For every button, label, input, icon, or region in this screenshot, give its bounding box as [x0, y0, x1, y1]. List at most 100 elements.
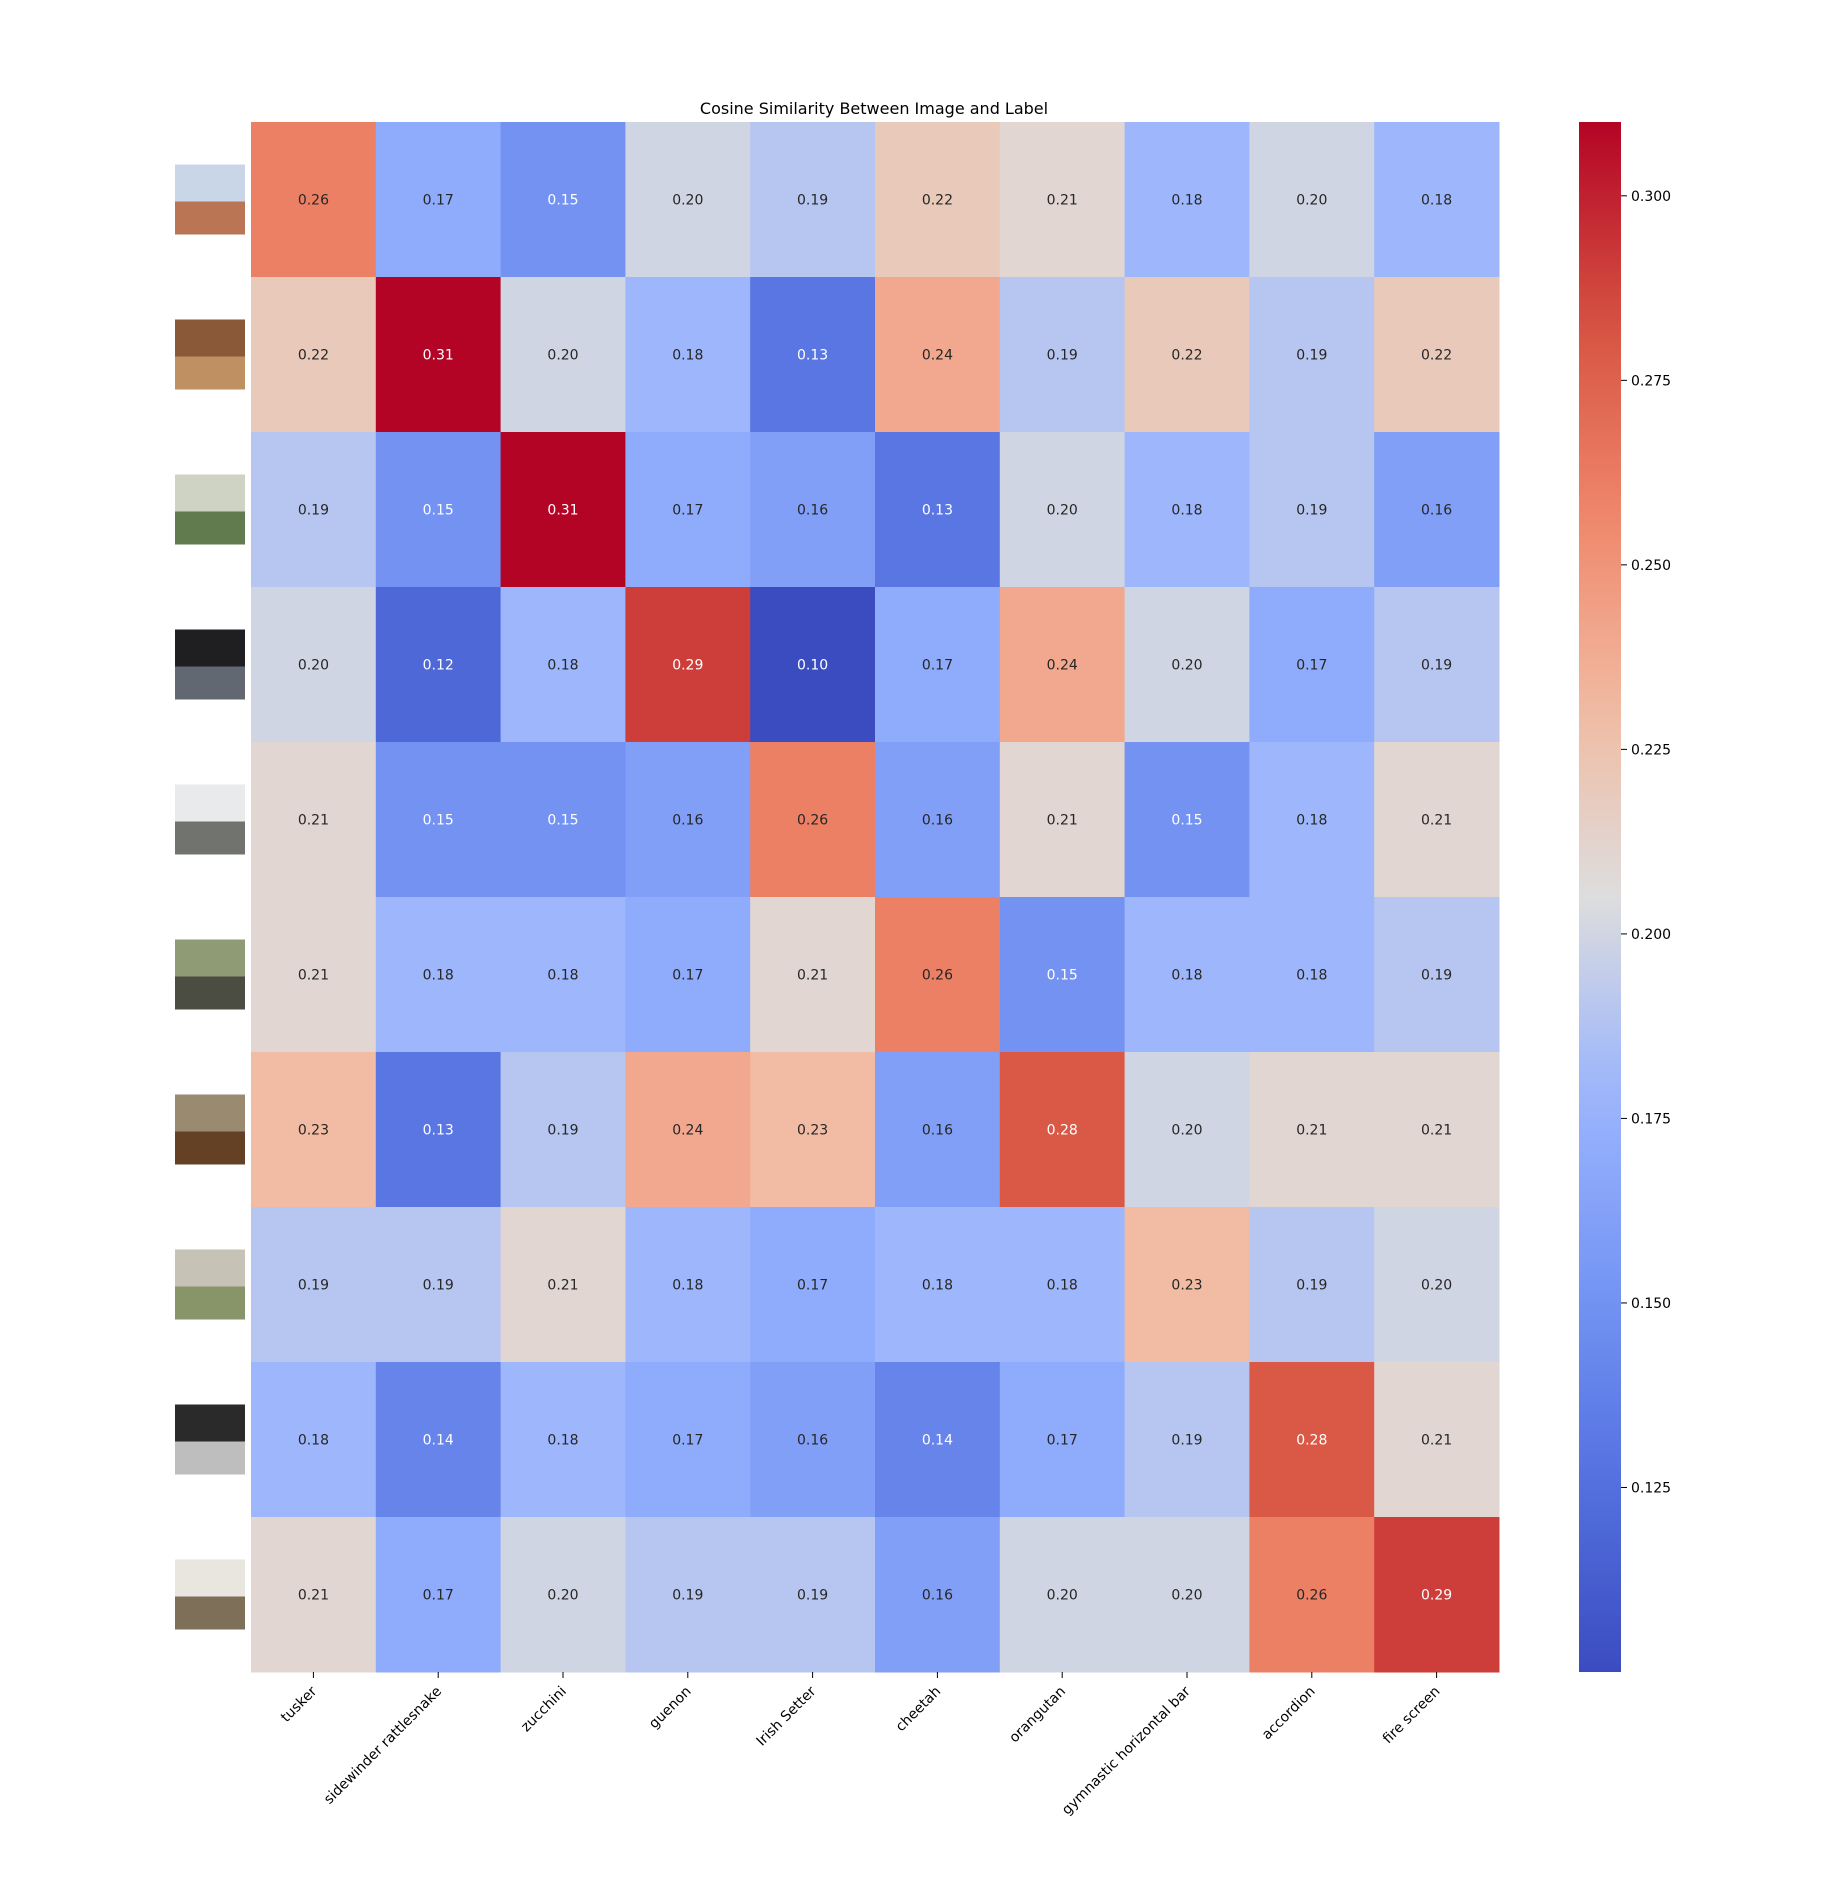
heatmap-cell: [875, 1052, 1001, 1208]
heatmap-cell: [999, 742, 1126, 898]
cell-value-labels: 0.26 0.17 0.15 0.20 0.19 0.22 0.21 0.18 0.20 0.18…: [298, 193, 1452, 1604]
x-tick-label: fire screen: [1380, 1684, 1444, 1748]
heatmap-cell: [875, 587, 1001, 743]
cell-value-label: 0.21: [1421, 1433, 1452, 1449]
heatmap-cell: [625, 742, 751, 898]
heatmap-cell: [625, 277, 751, 433]
heatmap-cell: [999, 897, 1126, 1053]
orangutan-thumbnail: [175, 1094, 245, 1165]
heatmap-cell: [875, 1207, 1001, 1363]
x-tick-label: zucchini: [518, 1684, 570, 1736]
heatmap-cell: [1249, 742, 1375, 898]
cell-value-label: 0.19: [1296, 503, 1327, 519]
heatmap-cell: [251, 122, 377, 278]
cell-value-label: 0.29: [672, 658, 703, 674]
monkey-in-shadow-thumbnail: [175, 629, 245, 700]
cell-value-label: 0.29: [1421, 1588, 1452, 1604]
heatmap-cell: [375, 122, 502, 278]
cell-value-label: 0.22: [922, 193, 953, 209]
cell-value-label: 0.28: [1047, 1123, 1078, 1139]
cell-value-label: 0.14: [423, 1433, 454, 1449]
heatmap-cell: [750, 122, 876, 278]
cell-value-label: 0.23: [298, 1123, 329, 1139]
heatmap-cell: [875, 742, 1001, 898]
heatmap-cell: [251, 277, 377, 433]
heatmap-cell: [999, 1052, 1126, 1208]
cell-value-label: 0.12: [423, 658, 454, 674]
heatmap-cell: [375, 587, 502, 743]
cell-value-label: 0.19: [547, 1123, 578, 1139]
x-tick-label: orangutan: [1006, 1684, 1069, 1747]
cell-value-label: 0.16: [1421, 503, 1452, 519]
heatmap-cell: [1374, 897, 1500, 1053]
cell-value-label: 0.22: [1171, 348, 1202, 364]
colorbar: 0.125 0.150 0.175 0.200 0.225 0.250 0.275 0.300: [1579, 122, 1671, 1672]
snowy-path-thumbnail: [175, 784, 245, 855]
heatmap-cell: [999, 1517, 1126, 1673]
cell-value-label: 0.17: [672, 503, 703, 519]
cell-value-label: 0.17: [423, 193, 454, 209]
cell-value-label: 0.19: [423, 1278, 454, 1294]
spotted-animals-thumbnail: [175, 939, 245, 1010]
cell-value-label: 0.24: [1047, 658, 1078, 674]
heatmap-cell: [999, 587, 1126, 743]
cell-value-label: 0.26: [922, 968, 953, 984]
cell-value-label: 0.19: [1047, 348, 1078, 364]
cell-value-label: 0.28: [1296, 1433, 1327, 1449]
cell-value-label: 0.16: [922, 1588, 953, 1604]
heatmap-cell: [999, 122, 1126, 278]
cell-value-label: 0.15: [423, 503, 454, 519]
heatmap-cell: [625, 897, 751, 1053]
heatmap-cell: [750, 432, 876, 588]
heatmap-cell: [1374, 122, 1500, 278]
heatmap-cell: [999, 1362, 1126, 1518]
rattlesnake-on-sand-thumbnail: [175, 319, 245, 390]
cell-value-label: 0.13: [423, 1123, 454, 1139]
cell-value-label: 0.13: [922, 503, 953, 519]
heatmap-cell: [1249, 1517, 1375, 1673]
person-on-bar-thumbnail: [175, 1249, 245, 1320]
heatmap-cell: [500, 1207, 626, 1363]
heatmap-cell: [750, 1052, 876, 1208]
cell-value-label: 0.19: [298, 503, 329, 519]
heatmap-cell: [750, 1362, 876, 1518]
heatmap-cells: [251, 122, 1500, 1673]
heatmap-cell: [750, 587, 876, 743]
heatmap-cell: [1374, 1207, 1500, 1363]
x-tick-label: gymnastic horizontal bar: [1059, 1683, 1194, 1818]
heatmap-cell: [1374, 432, 1500, 588]
heatmap-cell: [750, 1207, 876, 1363]
heatmap-cell: [500, 742, 626, 898]
thumbnail-foreground: [175, 1286, 245, 1320]
cell-value-label: 0.16: [797, 1433, 828, 1449]
heatmap-cell: [625, 1207, 751, 1363]
colorbar-tick-label: 0.300: [1631, 189, 1671, 205]
cell-value-label: 0.15: [1047, 968, 1078, 984]
heatmap-cell: [750, 1517, 876, 1673]
heatmap-cell: [500, 1362, 626, 1518]
heatmap-cell: [500, 897, 626, 1053]
cell-value-label: 0.20: [1171, 1588, 1202, 1604]
heatmap-cell: [251, 1052, 377, 1208]
cell-value-label: 0.18: [1171, 503, 1202, 519]
cell-value-label: 0.16: [922, 1123, 953, 1139]
heatmap-cell: [500, 1052, 626, 1208]
cell-value-label: 0.22: [1421, 348, 1452, 364]
colorbar-tick-label: 0.150: [1631, 1296, 1671, 1312]
thumbnail-foreground: [175, 201, 245, 235]
cell-value-label: 0.20: [1171, 1123, 1202, 1139]
heatmap-cell: [625, 1362, 751, 1518]
cell-value-label: 0.18: [423, 968, 454, 984]
heatmap-cell: [375, 897, 502, 1053]
heatmap-cell: [1249, 1207, 1375, 1363]
heatmap-cell: [500, 587, 626, 743]
heatmap-cell: [1124, 587, 1250, 743]
heatmap-cell: [251, 1362, 377, 1518]
colorbar-tick-label: 0.225: [1631, 742, 1671, 758]
cell-value-label: 0.18: [547, 658, 578, 674]
cell-value-label: 0.15: [423, 813, 454, 829]
cell-value-label: 0.21: [1296, 1123, 1327, 1139]
row-image-thumbnails: [175, 164, 245, 1630]
cell-value-label: 0.23: [1171, 1278, 1202, 1294]
